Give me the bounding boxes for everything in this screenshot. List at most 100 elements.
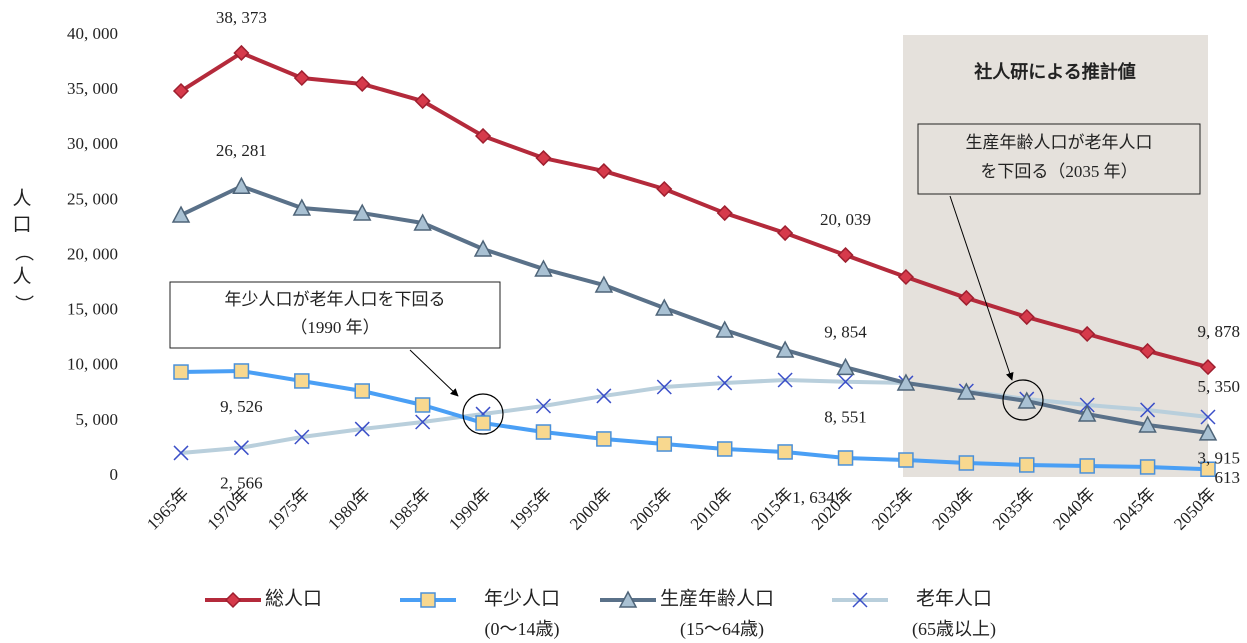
series-line [180, 184, 1209, 435]
marker [1200, 409, 1216, 425]
legend-label: 総人口 [265, 587, 322, 609]
marker [618, 590, 638, 608]
marker [1019, 457, 1035, 473]
data-label: 38, 373 [216, 8, 267, 27]
x-tick-label: 2050年 [1170, 484, 1219, 533]
marker [534, 259, 553, 277]
marker [656, 379, 672, 395]
marker [1018, 308, 1035, 326]
x-tick-label: 1995年 [506, 484, 555, 533]
marker [232, 176, 251, 195]
x-tick-label: 2035年 [989, 484, 1038, 533]
data-label: 5, 350 [1198, 377, 1241, 396]
legend-sublabel: (0～14歳) [485, 619, 560, 640]
marker [775, 340, 795, 358]
data-label: 9, 526 [220, 397, 263, 416]
marker [1139, 459, 1156, 475]
y-tick-label: 35, 000 [67, 79, 118, 98]
marker [596, 388, 612, 404]
x-tick-label: 2045年 [1110, 484, 1159, 533]
y-axis-label-char: 口 [12, 214, 31, 235]
series-line [180, 377, 1209, 455]
x-tick-label: 2015年 [747, 484, 796, 533]
legend-label: 年少人口 [484, 587, 560, 609]
x-tick-label: 2005年 [626, 484, 675, 533]
annotation-text: を下回る（2035 年） [980, 162, 1137, 181]
data-label: 20, 039 [820, 210, 871, 229]
series-line [179, 50, 1209, 370]
x-tick-label: 1980年 [324, 484, 373, 533]
x-tick-label: 1990年 [445, 484, 494, 533]
marker [777, 444, 793, 460]
marker [958, 289, 975, 307]
marker [294, 429, 310, 445]
y-axis-label-char: （ [13, 242, 35, 261]
y-tick-label: 15, 000 [67, 300, 118, 319]
annotation-text: （1990 年） [290, 318, 379, 337]
y-axis-label: 人口（人） [12, 187, 34, 313]
marker [1139, 342, 1156, 360]
data-label: 1, 634 [792, 488, 835, 507]
data-label: 9, 854 [824, 322, 867, 341]
marker [414, 397, 431, 413]
marker [777, 224, 794, 242]
x-tick-label: 1975年 [264, 484, 313, 533]
marker [716, 204, 733, 222]
marker [233, 440, 249, 456]
marker [415, 414, 431, 430]
marker [898, 452, 914, 468]
marker [413, 213, 432, 231]
marker [233, 363, 250, 379]
highlight-circle [1002, 379, 1044, 421]
marker [294, 373, 310, 389]
marker [1079, 458, 1095, 474]
y-axis-label-char: 人 [12, 187, 31, 209]
y-tick-label: 25, 000 [67, 189, 118, 208]
marker [535, 398, 552, 414]
marker [957, 382, 976, 400]
data-label: 613 [1215, 468, 1241, 487]
annotation-text: 生産年齢人口が老年人口 [966, 133, 1153, 152]
marker [473, 239, 493, 257]
x-tick-label: 2030年 [928, 484, 977, 533]
marker [837, 450, 854, 466]
data-label: 3, 915 [1198, 449, 1241, 468]
y-tick-label: 20, 000 [67, 244, 118, 263]
y-axis-label-char: 人 [12, 265, 31, 287]
series-line [180, 368, 1209, 472]
marker [535, 424, 552, 440]
x-tick-label: 2025年 [868, 484, 917, 533]
marker [420, 592, 436, 608]
annotation-text: 年少人口が老年人口を下回る [225, 290, 446, 309]
data-label: 2, 566 [220, 474, 263, 493]
legend-label: 老年人口 [916, 587, 992, 609]
y-tick-label: 10, 000 [67, 355, 118, 374]
legend-label: 生産年齢人口 [660, 587, 774, 609]
marker [1017, 391, 1037, 409]
marker [354, 75, 371, 93]
x-tick-label: 2040年 [1049, 484, 1098, 533]
marker [1079, 325, 1096, 343]
marker [535, 149, 552, 167]
x-tick-label: 2010年 [687, 484, 736, 533]
marker [292, 198, 312, 216]
x-tick-label: 1965年 [143, 484, 192, 533]
annotation-box [169, 281, 501, 349]
marker [594, 275, 614, 293]
forecast-label: 社人研による推計値 [974, 61, 1135, 83]
y-axis-label-char: ） [13, 294, 35, 313]
marker [716, 441, 733, 457]
marker [224, 591, 242, 609]
marker [958, 455, 975, 471]
marker [656, 180, 673, 198]
marker [1198, 423, 1218, 441]
marker [1140, 402, 1156, 418]
marker [171, 205, 191, 223]
data-label: 8, 551 [824, 408, 867, 427]
marker [414, 92, 431, 110]
marker [173, 445, 189, 461]
marker [1077, 404, 1097, 422]
marker [837, 247, 854, 264]
annotation-arrow [949, 195, 1014, 381]
